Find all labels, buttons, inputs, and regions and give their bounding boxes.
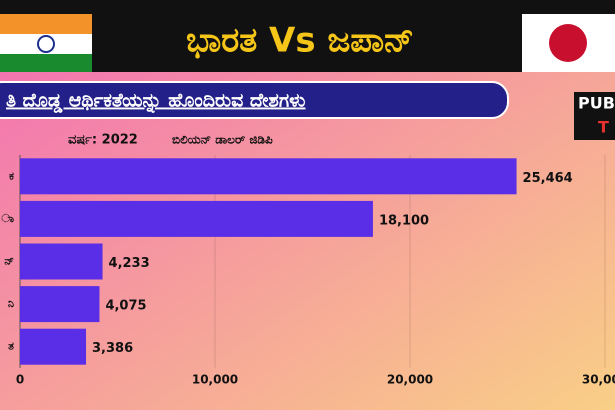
subtitle-pill (0, 81, 509, 119)
y-tick-label: ನಿ (8, 297, 14, 310)
bar (20, 286, 100, 323)
bar (20, 243, 103, 280)
value-label: 4,075 (105, 299, 146, 314)
india-flag (0, 14, 92, 72)
y-tick-label: ಾ (1, 212, 14, 225)
value-label: 4,233 (109, 256, 150, 271)
x-tick-label: 30,000 (582, 373, 615, 387)
bar (20, 158, 517, 195)
y-tick-label: ಕ (9, 169, 14, 182)
logo (574, 92, 615, 140)
title: ಭಾರತ Vs ಜಪಾನ್ (186, 21, 414, 61)
year-label: ವರ್ಷ: 2022 (68, 133, 138, 148)
title-band (0, 0, 615, 72)
x-tick-label: 0 (16, 373, 24, 387)
value-label: 25,464 (523, 171, 573, 186)
x-tick-label: 10,000 (192, 373, 238, 387)
value-label: 3,386 (92, 341, 133, 356)
y-tick-label: ತ (8, 340, 14, 353)
bar (20, 328, 87, 365)
bar (20, 200, 373, 237)
logo-text: PUB (578, 94, 615, 113)
value-label: 18,100 (379, 213, 429, 228)
x-tick-label: 20,000 (387, 373, 433, 387)
subtitle: ತಿ ದೊಡ್ಡ ಆರ್ಥಿಕತೆಯನ್ನು ಹೊಂದಿರುವ ದೇಶಗಳು (6, 90, 305, 115)
japan-flag (522, 14, 615, 72)
y-tick-label: ನ್ (4, 255, 14, 268)
logo-text: T (598, 118, 609, 137)
unit-label: ಬಿಲಿಯನ್ ಡಾಲರ್ ಜಿಡಿಪಿ (172, 133, 273, 147)
